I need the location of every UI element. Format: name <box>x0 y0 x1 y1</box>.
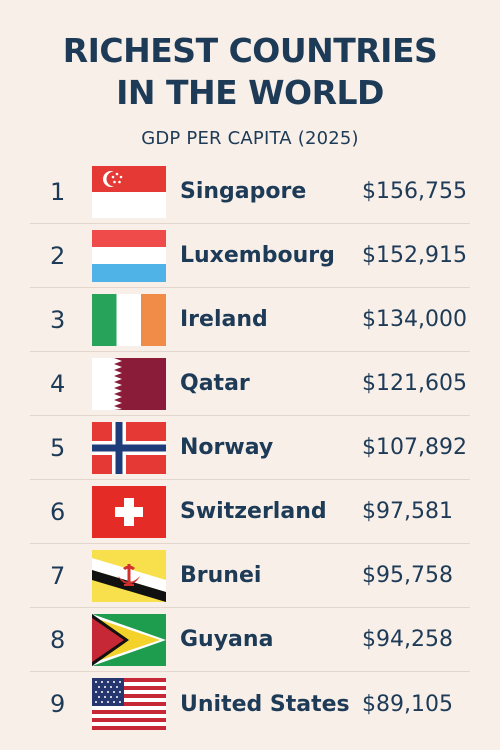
gdp-value: $156,755 <box>362 179 467 204</box>
country-name: Switzerland <box>180 499 327 524</box>
qatar-flag-icon <box>92 357 166 410</box>
luxembourg-flag-icon <box>92 229 166 282</box>
list-item: 1 Singapore $156,755 <box>30 160 470 224</box>
list-item: 9 United States $89,105 <box>30 672 470 736</box>
country-name: Singapore <box>180 179 307 204</box>
list-item: 3 Ireland $134,000 <box>30 288 470 352</box>
rank-number: 9 <box>50 690 66 718</box>
country-name: Guyana <box>180 627 274 652</box>
switzerland-flag-icon <box>92 485 166 538</box>
norway-flag-icon <box>92 421 166 474</box>
rank-number: 3 <box>50 305 66 334</box>
list-item: 7 Brunei $95,758 <box>30 544 470 608</box>
usa-flag-icon <box>92 678 166 730</box>
title-line-1: RICHEST COUNTRIES <box>62 31 438 70</box>
rank-number: 6 <box>50 497 66 526</box>
country-name: Qatar <box>180 371 250 396</box>
list-item: 2 Luxembourg $152,915 <box>30 224 470 288</box>
gdp-value: $94,258 <box>362 627 453 652</box>
country-name: United States <box>180 691 350 717</box>
country-name: Brunei <box>180 563 262 588</box>
country-name: Ireland <box>180 307 268 332</box>
country-name: Luxembourg <box>180 243 335 268</box>
list-item: 4 Qatar $121,605 <box>30 352 470 416</box>
page-title: RICHEST COUNTRIES IN THE WORLD <box>0 30 500 114</box>
brunei-flag-icon <box>92 549 166 602</box>
ireland-flag-icon <box>92 293 166 346</box>
list-item: 8 Guyana $94,258 <box>30 608 470 672</box>
gdp-value: $134,000 <box>362 307 467 332</box>
header: RICHEST COUNTRIES IN THE WORLD GDP PER C… <box>0 0 500 149</box>
rank-number: 5 <box>50 433 66 462</box>
gdp-value: $89,105 <box>362 691 453 717</box>
gdp-value: $107,892 <box>362 435 467 460</box>
guyana-flag-icon <box>92 613 166 666</box>
rank-number: 2 <box>50 241 66 270</box>
list-item: 6 Switzerland $97,581 <box>30 480 470 544</box>
gdp-value: $95,758 <box>362 563 453 588</box>
list-item: 5 Norway $107,892 <box>30 416 470 480</box>
rank-number: 4 <box>50 369 66 398</box>
ranking-list: 1 Singapore $156,755 2 Luxembourg $152,9… <box>30 160 470 736</box>
gdp-value: $152,915 <box>362 243 467 268</box>
rank-number: 7 <box>50 561 66 590</box>
title-line-2: IN THE WORLD <box>116 73 384 112</box>
subtitle: GDP PER CAPITA (2025) <box>141 128 359 149</box>
rank-number: 8 <box>50 625 66 654</box>
gdp-value: $121,605 <box>362 371 467 396</box>
rank-number: 1 <box>50 177 66 206</box>
singapore-flag-icon <box>92 165 166 218</box>
country-name: Norway <box>180 435 274 460</box>
gdp-value: $97,581 <box>362 499 453 524</box>
